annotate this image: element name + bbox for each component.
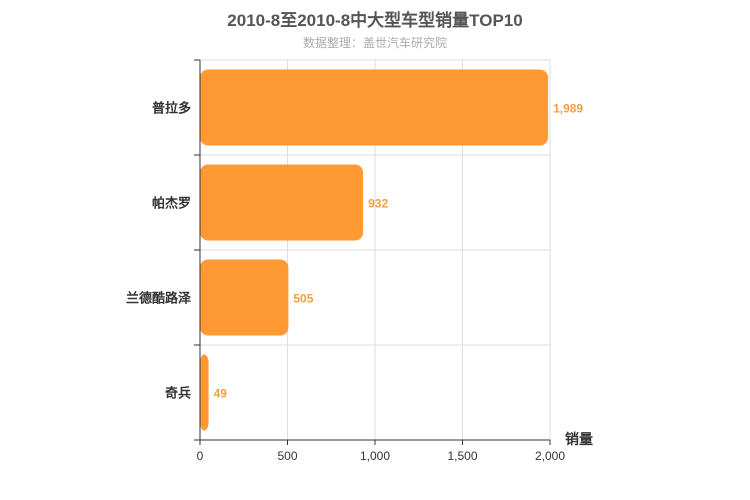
category-label: 帕杰罗 bbox=[152, 196, 191, 211]
value-label: 505 bbox=[293, 292, 313, 306]
x-tick-label: 500 bbox=[277, 449, 297, 463]
labels: 普拉多 1,989 帕杰罗 932 兰德酷路泽 505 奇兵 49 0 500 1,000 1,500… bbox=[126, 101, 593, 464]
x-tick-label: 2,000 bbox=[535, 449, 565, 463]
bar-3 bbox=[200, 259, 289, 336]
axes bbox=[194, 59, 551, 445]
bars bbox=[200, 69, 549, 431]
category-label: 兰德酷路泽 bbox=[126, 291, 192, 306]
value-label: 49 bbox=[214, 387, 228, 401]
x-tick-label: 0 bbox=[197, 449, 204, 463]
bar-1 bbox=[200, 69, 549, 146]
category-label: 奇兵 bbox=[165, 386, 191, 401]
bar-2 bbox=[200, 164, 364, 241]
value-label: 932 bbox=[368, 197, 388, 211]
x-tick-label: 1,000 bbox=[360, 449, 390, 463]
chart-title: 2010-8至2010-8中大型车型销量TOP10 bbox=[227, 11, 523, 30]
x-tick-label: 1,500 bbox=[447, 449, 477, 463]
value-label: 1,989 bbox=[553, 102, 583, 116]
x-axis-title: 销量 bbox=[565, 431, 593, 447]
category-label: 普拉多 bbox=[152, 101, 191, 116]
bar-4 bbox=[200, 354, 209, 431]
chart-subtitle: 数据整理：盖世汽车研究院 bbox=[302, 36, 447, 50]
